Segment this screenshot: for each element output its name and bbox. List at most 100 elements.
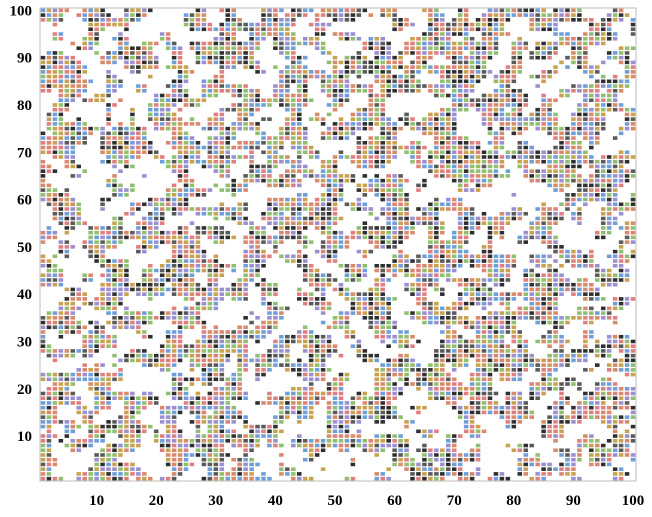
lattice-cell [446, 107, 451, 112]
lattice-cell [374, 396, 380, 401]
lattice-cell [320, 211, 326, 216]
lattice-cell [440, 382, 445, 386]
lattice-cell [475, 429, 481, 434]
lattice-cell [189, 178, 195, 183]
lattice-cell [612, 472, 618, 476]
lattice-cell [249, 424, 254, 429]
lattice-cell [130, 401, 135, 405]
lattice-cell [368, 235, 374, 240]
lattice-cell [612, 297, 618, 301]
lattice-cell [249, 249, 254, 254]
lattice-cell [589, 405, 594, 410]
lattice-cell [493, 112, 499, 117]
lattice-cell [457, 263, 463, 268]
lattice-cell [559, 316, 564, 320]
lattice-cell [82, 245, 87, 249]
lattice-cell [451, 320, 457, 325]
lattice-cell [571, 467, 576, 471]
lattice-cell [499, 136, 505, 140]
lattice-cell [386, 405, 391, 410]
lattice-cell [195, 292, 201, 296]
lattice-cell [88, 240, 93, 244]
lattice-cell [183, 263, 189, 268]
lattice-cell [571, 126, 576, 131]
lattice-cell [380, 122, 385, 126]
lattice-cell [559, 429, 564, 434]
lattice-cell [386, 136, 391, 140]
lattice-cell [410, 230, 415, 235]
lattice-cell [428, 372, 433, 377]
lattice-cell [106, 278, 111, 282]
lattice-cell [249, 245, 254, 249]
lattice-cell [285, 136, 290, 140]
lattice-cell [189, 297, 195, 301]
lattice-cell [46, 183, 52, 188]
lattice-cell [624, 254, 630, 259]
lattice-cell [320, 334, 326, 339]
lattice-cell [505, 93, 511, 98]
lattice-cell [547, 415, 552, 419]
lattice-cell [589, 349, 594, 353]
lattice-cell [70, 292, 76, 296]
lattice-cell [446, 136, 451, 140]
lattice-cell [118, 155, 123, 159]
lattice-cell [374, 178, 380, 183]
lattice-cell [565, 164, 570, 169]
lattice-cell [52, 396, 58, 401]
lattice-cell [469, 377, 475, 382]
lattice-cell [225, 207, 231, 211]
lattice-cell [475, 448, 481, 453]
lattice-cell [112, 325, 117, 330]
lattice-cell [326, 188, 332, 192]
lattice-cell [285, 98, 290, 103]
lattice-cell [374, 358, 380, 363]
lattice-cell [183, 202, 189, 207]
lattice-cell [231, 216, 236, 221]
lattice-cell [356, 311, 362, 315]
lattice-cell [541, 178, 546, 183]
lattice-cell [344, 297, 350, 301]
lattice-cell [595, 287, 600, 292]
lattice-cell [434, 141, 439, 145]
lattice-cell [177, 155, 183, 159]
lattice-cell [362, 316, 368, 320]
lattice-cell [291, 164, 296, 169]
lattice-cell [261, 249, 266, 254]
lattice-cell [618, 358, 624, 363]
lattice-cell [553, 434, 558, 438]
lattice-cell [159, 202, 165, 207]
lattice-cell [338, 150, 344, 155]
lattice-cell [583, 439, 588, 443]
lattice-cell [148, 211, 153, 216]
lattice-cell [386, 301, 391, 306]
lattice-cell [493, 349, 499, 353]
lattice-cell [404, 145, 409, 150]
lattice-cell [618, 164, 624, 169]
lattice-cell [559, 126, 564, 131]
lattice-cell [219, 429, 225, 434]
lattice-cell [600, 183, 606, 188]
lattice-cell [124, 155, 129, 159]
lattice-cell [201, 415, 207, 419]
lattice-cell [553, 221, 558, 226]
lattice-cell [70, 98, 76, 103]
lattice-cell [618, 301, 624, 306]
lattice-cell [505, 410, 511, 415]
lattice-cell [451, 349, 457, 353]
lattice-cell [183, 178, 189, 183]
lattice-cell [171, 391, 177, 396]
lattice-cell [326, 391, 332, 396]
lattice-cell [589, 155, 594, 159]
lattice-cell [291, 117, 296, 121]
lattice-cell [82, 325, 87, 330]
lattice-cell [600, 405, 606, 410]
lattice-cell [541, 292, 546, 296]
lattice-cell [362, 292, 368, 296]
lattice-cell [547, 122, 552, 126]
lattice-cell [344, 311, 350, 315]
lattice-cell [428, 164, 433, 169]
lattice-cell [451, 107, 457, 112]
lattice-cell [475, 467, 481, 471]
lattice-cell [356, 235, 362, 240]
lattice-cell [618, 159, 624, 164]
